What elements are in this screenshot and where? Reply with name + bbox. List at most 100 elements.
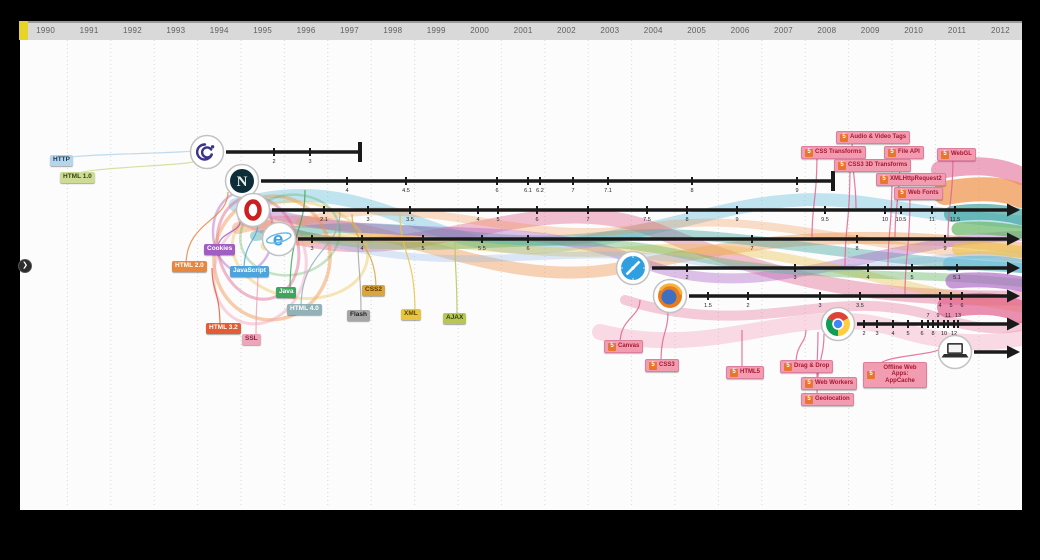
version-tick-label[interactable]: 8 [685,217,688,223]
version-tick-label[interactable]: 4 [476,217,479,223]
version-tick-label[interactable]: 5 [910,275,913,281]
version-tick-label[interactable]: 11 [929,217,935,223]
tech-label-cookies[interactable]: Cookies [204,244,236,255]
html5-feature-label-html5[interactable]: 5 HTML5 [726,366,764,379]
version-tick-label[interactable]: 9 [943,246,946,252]
version-tick-label[interactable]: 9 [795,188,798,194]
label-connector [811,149,818,238]
tech-label-html-1-0[interactable]: HTML 1.0 [60,172,95,183]
version-tick-label[interactable]: 10 [882,217,888,223]
tech-label-xml[interactable]: XML [401,309,421,320]
tech-label-ajax[interactable]: AJAX [443,313,467,324]
tech-label-css2[interactable]: CSS2 [362,285,385,296]
version-tick-label[interactable]: 2 [272,159,275,165]
sidebar-expand-toggle[interactable]: ❯ [18,259,32,273]
chromeos-icon[interactable] [937,334,973,370]
mosaic-icon[interactable] [189,134,225,170]
version-tick-label[interactable]: 9 [735,217,738,223]
version-tick-label[interactable]: 11.5 [950,217,960,223]
tech-label-javascript[interactable]: JavaScript [230,266,269,277]
html5-feature-label-webgl[interactable]: 5 WebGL [937,148,976,161]
version-tick-label[interactable]: 7.5 [643,217,651,223]
html5-feature-label-offline-web-apps-appcache[interactable]: 5 Offline Web Apps: AppCache [863,362,927,388]
html5-feature-label-file-api[interactable]: 5 File API [884,146,924,159]
html5-feature-label-css-transforms[interactable]: 5 CSS Transforms [801,146,866,159]
tech-label-html-4-0[interactable]: HTML 4.0 [287,304,322,315]
version-tick-label[interactable]: 4 [345,188,348,194]
version-tick-label[interactable]: 3 [366,217,369,223]
version-tick-label[interactable]: 2 [862,331,865,337]
version-tick-label[interactable]: 5 [906,331,909,337]
version-tick-label[interactable]: 7 [926,313,929,319]
version-tick-label[interactable]: 6.2 [536,188,544,194]
version-tick-label[interactable]: 12 [951,331,957,337]
version-tick-label[interactable]: 5 [496,217,499,223]
version-tick-label[interactable]: 2 [746,303,749,309]
version-tick-label[interactable]: 4 [866,275,869,281]
tech-label-http[interactable]: HTTP [50,155,73,166]
tech-label-ssl[interactable]: SSL [242,334,261,345]
version-tick-label[interactable]: 7 [586,217,589,223]
html5-feature-label-css3[interactable]: 5 CSS3 [645,359,679,372]
version-tick-label[interactable]: 5.1 [953,275,961,281]
tech-label-java[interactable]: Java [276,287,297,298]
opera-icon[interactable] [235,192,271,228]
version-tick-label[interactable]: 7 [750,246,753,252]
version-tick-label[interactable]: 3 [310,246,313,252]
version-tick-label[interactable]: 13 [955,313,961,319]
version-tick-label[interactable]: 4 [938,303,941,309]
version-tick-label[interactable]: 2 [685,275,688,281]
version-tick-label[interactable]: 4 [891,331,894,337]
version-tick-label[interactable]: 3 [875,331,878,337]
html5-feature-label-web-workers[interactable]: 5 Web Workers [801,377,858,390]
version-tick-label[interactable]: 9 [936,313,939,319]
chrome-icon[interactable] [820,306,856,342]
version-tick-label[interactable]: 6 [526,246,529,252]
tech-label-html-3-2[interactable]: HTML 3.2 [206,323,241,334]
html5-feature-label-css3-3d-transforms[interactable]: 5 CSS3 3D Transforms [834,159,912,172]
version-tick-label[interactable]: 7.1 [604,188,612,194]
version-tick-label[interactable]: 8 [931,331,934,337]
version-tick-label[interactable]: 3.5 [406,217,414,223]
version-tick-label[interactable]: 9.5 [821,217,829,223]
version-tick-label[interactable]: 4 [360,246,363,252]
version-tick-label[interactable]: 5.5 [478,246,486,252]
version-tick-label[interactable]: 7 [571,188,574,194]
tech-ribbon [237,208,1022,306]
tech-label-html-2-0[interactable]: HTML 2.0 [172,261,207,272]
html5-feature-label-geolocation[interactable]: 5 Geolocation [801,393,854,406]
html5-feature-label-drag-drop[interactable]: 5 Drag & Drop [780,360,834,373]
html5-feature-label-audio-video-tags[interactable]: 5 Audio & Video Tags [836,131,911,144]
tech-label-text: XML [404,310,418,317]
netscape-icon[interactable]: N [224,163,260,199]
safari-icon[interactable] [615,250,651,286]
html5-badge-icon: 5 [805,379,813,388]
timeline-arrow [1007,345,1020,359]
firefox-icon[interactable] [652,278,688,314]
version-tick-label[interactable]: 3 [818,303,821,309]
version-tick-label[interactable]: 3 [793,275,796,281]
version-tick-label[interactable]: 4.5 [402,188,410,194]
html5-feature-label-canvas[interactable]: 5 Canvas [604,340,644,353]
html5-feature-label-xmlhttprequest2[interactable]: 5 XMLHttpRequest2 [876,173,946,186]
version-tick-label[interactable]: 6 [495,188,498,194]
version-tick-label[interactable]: 6 [960,303,963,309]
version-tick-label[interactable]: 11 [945,313,951,319]
ie-icon[interactable]: e [261,221,297,257]
version-tick-label[interactable]: 5 [421,246,424,252]
version-tick-label[interactable]: 6.1 [524,188,532,194]
version-tick-label[interactable]: 3.5 [856,303,864,309]
version-tick-label[interactable]: 10 [941,331,947,337]
tech-label-flash[interactable]: Flash [347,310,370,321]
version-tick-label[interactable]: 8 [855,246,858,252]
version-tick-label[interactable]: 3 [308,159,311,165]
version-tick-label[interactable]: 6 [535,217,538,223]
year-label: 2002 [556,26,576,35]
version-tick-label[interactable]: 10.5 [896,217,907,223]
version-tick-label[interactable]: 6 [920,331,923,337]
version-tick-label[interactable]: 5 [949,303,952,309]
version-tick-label[interactable]: 8 [690,188,693,194]
version-tick-label[interactable]: 1.5 [704,303,712,309]
html5-feature-label-web-fonts[interactable]: 5 Web Fonts [894,187,943,200]
version-tick-label[interactable]: 2.1 [320,217,328,223]
